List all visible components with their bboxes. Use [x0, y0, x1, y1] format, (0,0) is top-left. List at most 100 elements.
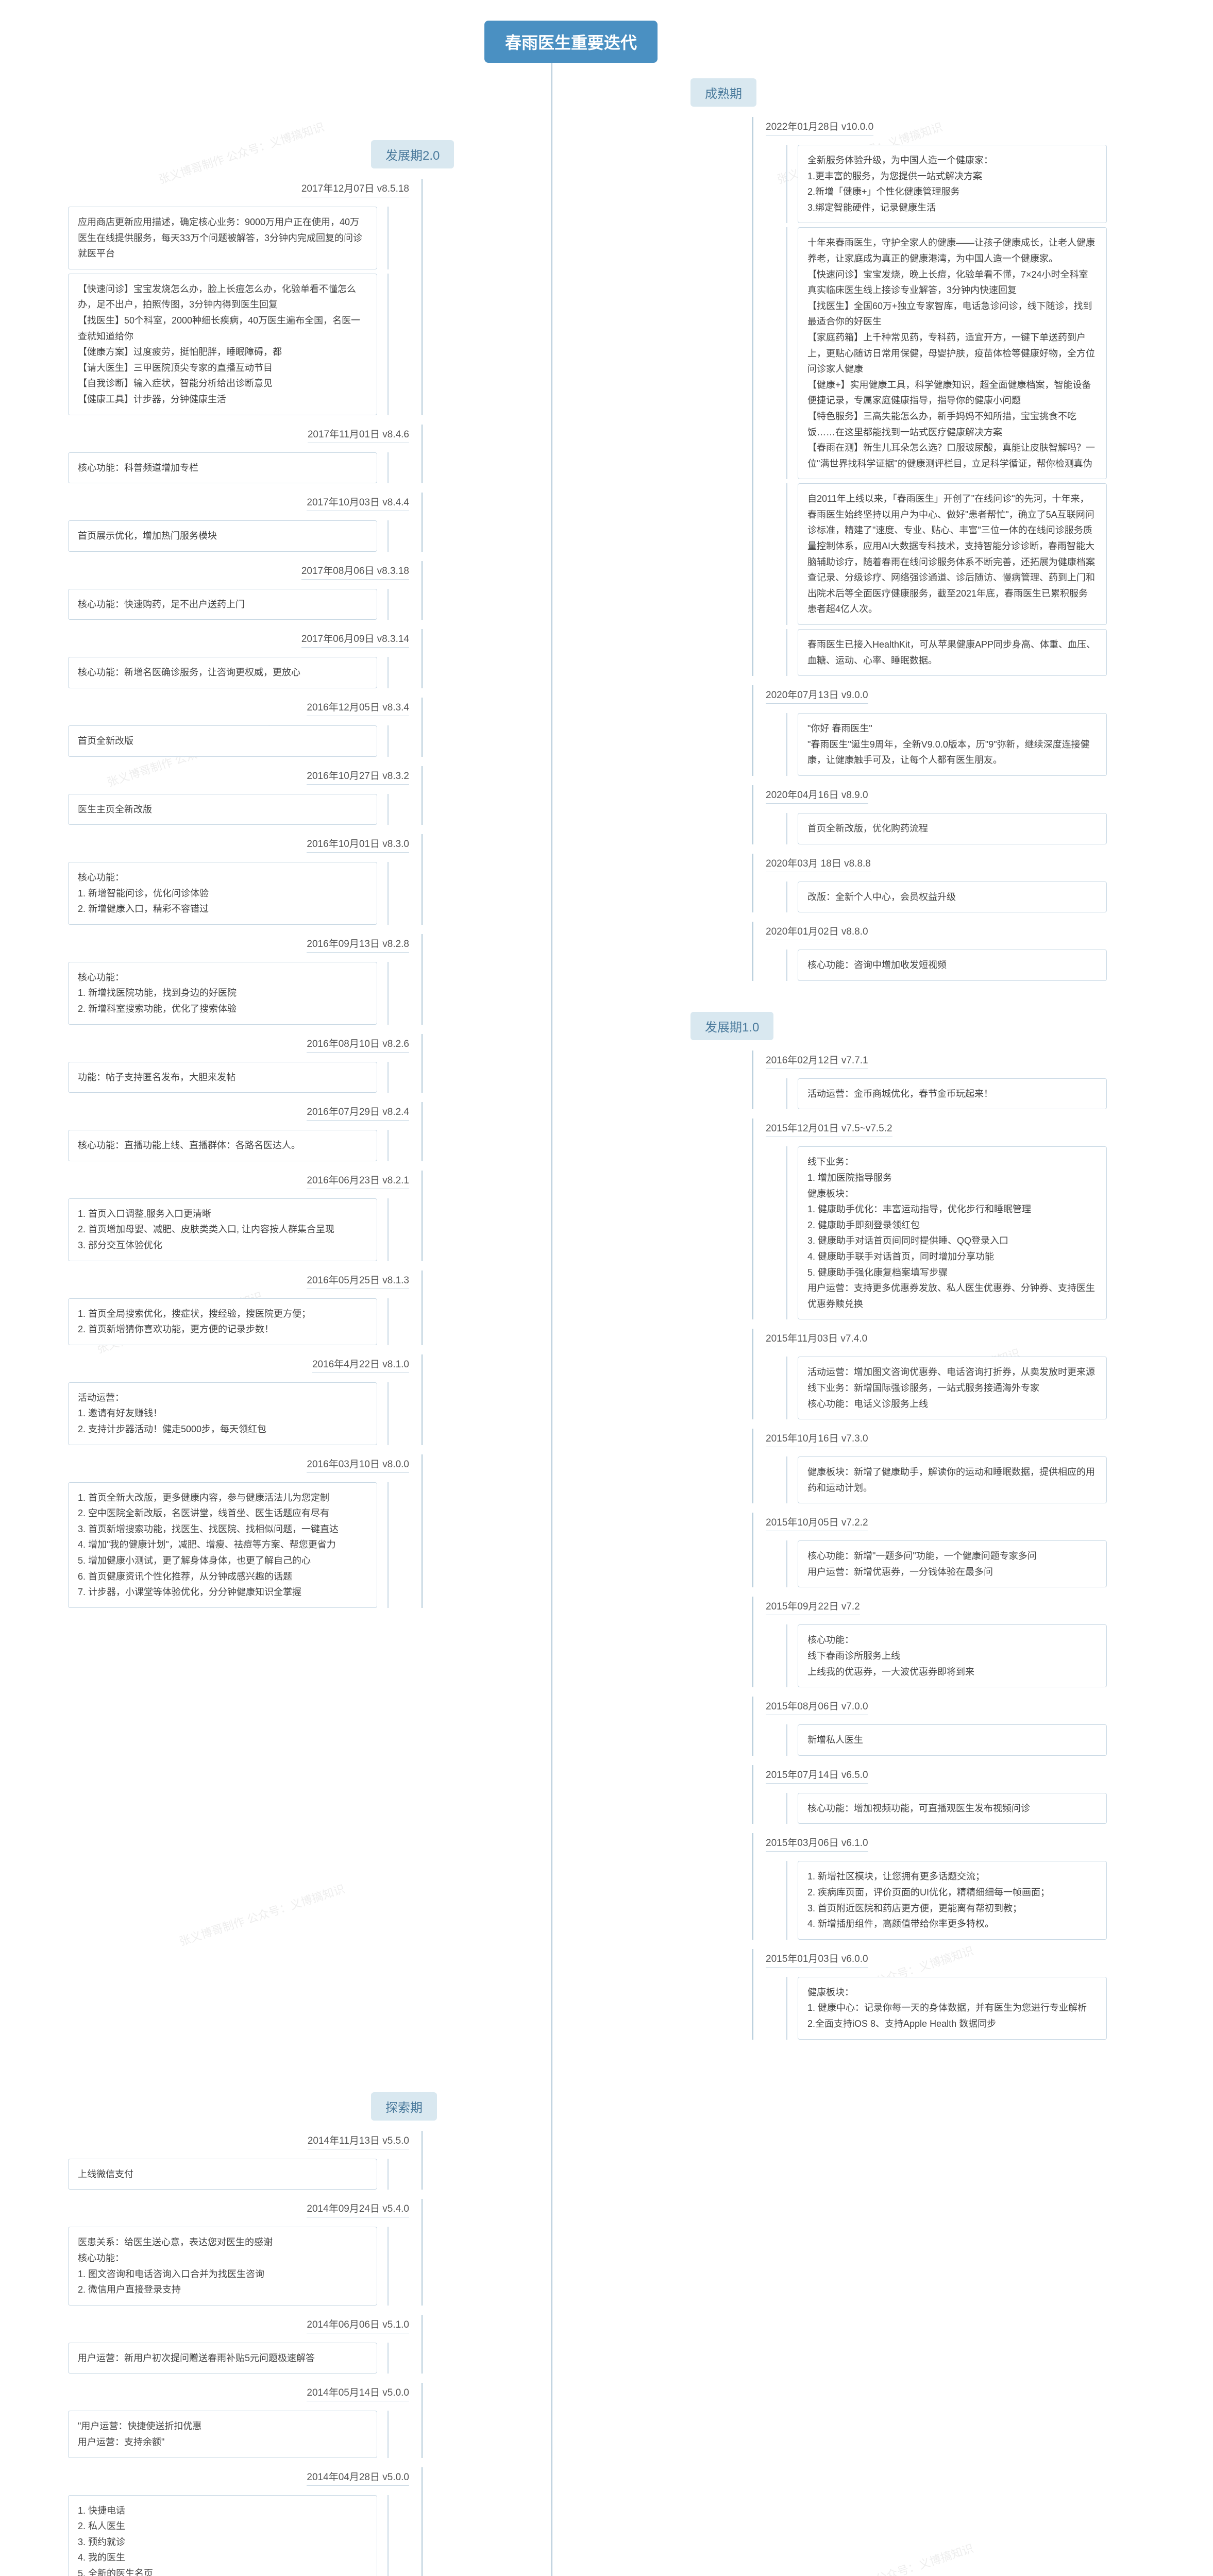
detail-branch: 核心功能： 1. 新增找医院功能，找到身边的好医院 2. 新增科室搜索功能，优化… [21, 962, 389, 1025]
phase-title-explore: 探索期 [371, 2092, 437, 2121]
phase-dev1: 发展期1.0 2016年02月12日 v7.7.1活动运营：金币商城优化，春节金… [618, 1012, 1192, 2040]
detail-branch: 全新服务体验升级，为中国人造一个健康家： 1.更丰富的服务，为您提供一站式解决方… [786, 145, 1192, 223]
version-detail: 全新服务体验升级，为中国人造一个健康家： 1.更丰富的服务，为您提供一站式解决方… [798, 145, 1107, 223]
version-node: 2017年10月03日 v8.4.4 首页展示优化，增加热门服务模块 [21, 493, 423, 552]
version-label: 2016年06月23日 v8.2.1 [307, 1171, 409, 1189]
version-label: 2015年10月16日 v7.3.0 [766, 1429, 868, 1447]
version-detail: 上线微信支付 [68, 2159, 377, 2190]
detail-branch: 1. 新增社区模块，让您拥有更多话题交流； 2. 疾病库页面，评价页面的UI优化… [786, 1861, 1192, 1939]
mindmap-tree: 发展期2.0 2017年12月07日 v8.5.18应用商店更新应用描述，确定核… [21, 78, 1192, 2576]
version-label: 2016年05月25日 v8.1.3 [307, 1270, 409, 1289]
detail-branch: 首页全新改版，优化购药流程 [786, 813, 1192, 844]
detail-branch: 核心功能：科普频道增加专栏 [21, 452, 389, 484]
version-node: 2015年10月16日 v7.3.0 健康板块：新增了健康助手，解读你的运动和睡眠… [752, 1429, 1192, 1503]
version-label: 2015年12月01日 v7.5~v7.5.2 [766, 1118, 892, 1137]
version-detail: 核心功能：直播功能上线、直播群体：各路名医达人。 [68, 1130, 377, 1161]
detail-branch: 自2011年上线以来，「春雨医生」开创了"在线问诊"的先河，十年来，春雨医生始终… [786, 483, 1192, 625]
phase-title-dev2: 发展期2.0 [371, 140, 454, 168]
version-detail: 首页全新改版，优化购药流程 [798, 813, 1107, 844]
detail-branch: 核心功能：新增名医确诊服务，让咨询更权威，更放心 [21, 657, 389, 688]
version-label: 2015年03月06日 v6.1.0 [766, 1833, 868, 1852]
detail-branch: 十年来春雨医生，守护全家人的健康——让孩子健康成长，让老人健康养老，让家庭成为真… [786, 227, 1192, 479]
version-node: 2020年01月02日 v8.8.0 核心功能：咨询中增加收发短视频 [752, 922, 1192, 981]
version-label: 2016年4月22日 v8.1.0 [312, 1354, 409, 1373]
version-label: 2015年10月05日 v7.2.2 [766, 1513, 868, 1531]
detail-branch: 新增私人医生 [786, 1724, 1192, 1756]
version-label: 2016年10月01日 v8.3.0 [307, 834, 409, 853]
version-label: 2016年09月13日 v8.2.8 [307, 934, 409, 953]
detail-branch: 核心功能：直播功能上线、直播群体：各路名医达人。 [21, 1130, 389, 1161]
version-label: 2017年08月06日 v8.3.18 [301, 561, 409, 580]
version-node: 2020年04月16日 v8.9.0 首页全新改版，优化购药流程 [752, 785, 1192, 844]
detail-branch: 核心功能： 1. 新增智能问诊，优化问诊体验 2. 新增健康入口，精彩不容错过 [21, 862, 389, 925]
version-label: 2020年01月02日 v8.8.0 [766, 922, 868, 940]
version-node: 2016年02月12日 v7.7.1活动运营：金币商城优化，春节金币玩起来！ [752, 1050, 1192, 1110]
version-detail: 1. 首页全局搜索优化，搜症状，搜经验，搜医院更方便； 2. 首页新增猜你喜欢功… [68, 1298, 377, 1345]
right-column: 成熟期 2022年01月28日 v10.0.0全新服务体验升级，为中国人造一个健… [618, 78, 1192, 2576]
detail-branch: 1. 首页入口调整,服务入口更清晰 2. 首页增加母婴、减肥、皮肤类类入口, 让… [21, 1198, 389, 1261]
detail-branch: 医患关系：给医生送心意，表达您对医生的感谢 核心功能： 1. 图文咨询和电话咨询… [21, 2227, 389, 2305]
version-detail: 健康板块： 1. 健康中心：记录你每一天的身体数据，并有医生为您进行专业解析 2… [798, 1977, 1107, 2040]
detail-branch: 应用商店更新应用描述，确定核心业务：9000万用户正在使用，40万医生在线提供服… [21, 207, 389, 269]
detail-branch: 核心功能：增加视频功能，可直播观医生发布视频问诊 [786, 1793, 1192, 1824]
version-detail: 健康板块：新增了健康助手，解读你的运动和睡眠数据，提供相应的用药和运动计划。 [798, 1456, 1107, 1503]
detail-branch: "用户运营：快捷使送折扣优惠 用户运营：支持余额" [21, 2411, 389, 2458]
version-node: 2020年07月13日 v9.0.0"你好 春雨医生" "春雨医生"诞生9周年，… [752, 685, 1192, 776]
detail-branch: 【快速问诊】宝宝发烧怎么办，脸上长痘怎么办，化验单看不懂怎么办，足不出户，拍照传… [21, 274, 389, 415]
version-detail: 1. 快捷电话 2. 私人医生 3. 预约就诊 4. 我的医生 5. 全新的医生… [68, 2495, 377, 2576]
version-detail: 核心功能：增加视频功能，可直播观医生发布视频问诊 [798, 1793, 1107, 1824]
version-node: 2016年06月23日 v8.2.1 1. 首页入口调整,服务入口更清晰 2. 首… [21, 1171, 423, 1261]
version-detail: 活动运营： 1. 邀请有好友赚钱！ 2. 支持计步器活动！健走5000步，每天领… [68, 1382, 377, 1445]
version-node: 2014年05月14日 v5.0.0"用户运营：快捷使送折扣优惠 用户运营：支持… [21, 2383, 423, 2458]
version-label: 2017年10月03日 v8.4.4 [307, 493, 409, 511]
version-node: 2014年11月13日 v5.5.0 上线微信支付 [21, 2131, 423, 2190]
version-node: 2016年4月22日 v8.1.0 活动运营： 1. 邀请有好友赚钱！ 2. 支持… [21, 1354, 423, 1445]
phase-explore: 探索期 2014年11月13日 v5.5.0 上线微信支付 2014年09月24日 … [21, 2092, 557, 2576]
detail-branch: 首页展示优化，增加热门服务模块 [21, 520, 389, 552]
version-label: 2020年04月16日 v8.9.0 [766, 785, 868, 804]
version-detail: 用户运营：新用户初次提问赠送春雨补贴5元问题极速解答 [68, 2343, 377, 2374]
version-detail: 核心功能：科普频道增加专栏 [68, 452, 377, 484]
detail-branch: 1. 首页全新大改版，更多健康内容，参与健康活法儿为您定制 2. 空中医院全新改… [21, 1482, 389, 1608]
version-detail: 活动运营：金币商城优化，春节金币玩起来！ [798, 1078, 1107, 1110]
version-label: 2020年03月 18日 v8.8.8 [766, 854, 871, 872]
version-node: 2016年09月13日 v8.2.8 核心功能： 1. 新增找医院功能，找到身边的… [21, 934, 423, 1025]
version-detail: 核心功能：新增"一题多问"功能，一个健康问题专家多问 用户运营：新增优惠券，一分… [798, 1540, 1107, 1587]
version-node: 2022年01月28日 v10.0.0全新服务体验升级，为中国人造一个健康家： … [752, 117, 1192, 676]
version-detail: 1. 首页入口调整,服务入口更清晰 2. 首页增加母婴、减肥、皮肤类类入口, 让… [68, 1198, 377, 1261]
detail-branch: 功能：帖子支持匿名发布，大胆来发帖 [21, 1062, 389, 1093]
detail-branch: 核心功能：新增"一题多问"功能，一个健康问题专家多问 用户运营：新增优惠券，一分… [786, 1540, 1192, 1587]
version-detail: 1. 首页全新大改版，更多健康内容，参与健康活法儿为您定制 2. 空中医院全新改… [68, 1482, 377, 1608]
root-title: 春雨医生重要迭代 [484, 21, 658, 63]
version-node: 2016年05月25日 v8.1.3 1. 首页全局搜索优化，搜症状，搜经验，搜医… [21, 1270, 423, 1345]
version-label: 2014年06月06日 v5.1.0 [307, 2315, 409, 2333]
phase-title-dev1: 发展期1.0 [690, 1012, 773, 1040]
detail-branch: "你好 春雨医生" "春雨医生"诞生9周年，全新V9.0.0版本，历"9"弥新，… [786, 713, 1192, 776]
version-label: 2015年07月14日 v6.5.0 [766, 1765, 868, 1784]
version-node: 2015年01月03日 v6.0.0健康板块： 1. 健康中心：记录你每一天的身… [752, 1949, 1192, 2040]
version-node: 2017年12月07日 v8.5.18应用商店更新应用描述，确定核心业务：900… [21, 179, 423, 415]
version-node: 2015年10月05日 v7.2.2 核心功能：新增"一题多问"功能，一个健康问题… [752, 1513, 1192, 1587]
version-label: 2015年11月03日 v7.4.0 [766, 1329, 867, 1347]
version-detail: 核心功能：咨询中增加收发短视频 [798, 950, 1107, 981]
version-detail: 应用商店更新应用描述，确定核心业务：9000万用户正在使用，40万医生在线提供服… [68, 207, 377, 269]
version-detail: 1. 新增社区模块，让您拥有更多话题交流； 2. 疾病库页面，评价页面的UI优化… [798, 1861, 1107, 1939]
version-node: 2015年08月06日 v7.0.0新增私人医生 [752, 1697, 1192, 1756]
version-detail: 功能：帖子支持匿名发布，大胆来发帖 [68, 1062, 377, 1093]
version-label: 2014年11月13日 v5.5.0 [308, 2131, 409, 2149]
detail-branch: 医生主页全新改版 [21, 794, 389, 825]
version-label: 2014年04月28日 v5.0.0 [307, 2467, 409, 2486]
detail-branch: 核心功能： 线下春雨诊所服务上线 上线我的优惠券，一大波优惠券即将到来 [786, 1624, 1192, 1687]
version-node: 2015年07月14日 v6.5.0 核心功能：增加视频功能，可直播观医生发布视频… [752, 1765, 1192, 1824]
version-detail: 改版：全新个人中心，会员权益升级 [798, 882, 1107, 913]
version-label: 2015年09月22日 v7.2 [766, 1597, 860, 1615]
detail-branch: 活动运营： 1. 邀请有好友赚钱！ 2. 支持计步器活动！健走5000步，每天领… [21, 1382, 389, 1445]
phase-title-mature: 成熟期 [690, 78, 756, 107]
detail-branch: 用户运营：新用户初次提问赠送春雨补贴5元问题极速解答 [21, 2343, 389, 2374]
version-detail: 首页全新改版 [68, 725, 377, 757]
left-column: 发展期2.0 2017年12月07日 v8.5.18应用商店更新应用描述，确定核… [21, 78, 557, 2576]
detail-branch: 核心功能：快速购药，足不出户送药上门 [21, 589, 389, 620]
version-label: 2014年09月24日 v5.4.0 [307, 2199, 409, 2217]
version-node: 2015年12月01日 v7.5~v7.5.2线下业务： 1. 增加医院指导服务… [752, 1118, 1192, 1319]
version-label: 2016年10月27日 v8.3.2 [307, 766, 409, 785]
